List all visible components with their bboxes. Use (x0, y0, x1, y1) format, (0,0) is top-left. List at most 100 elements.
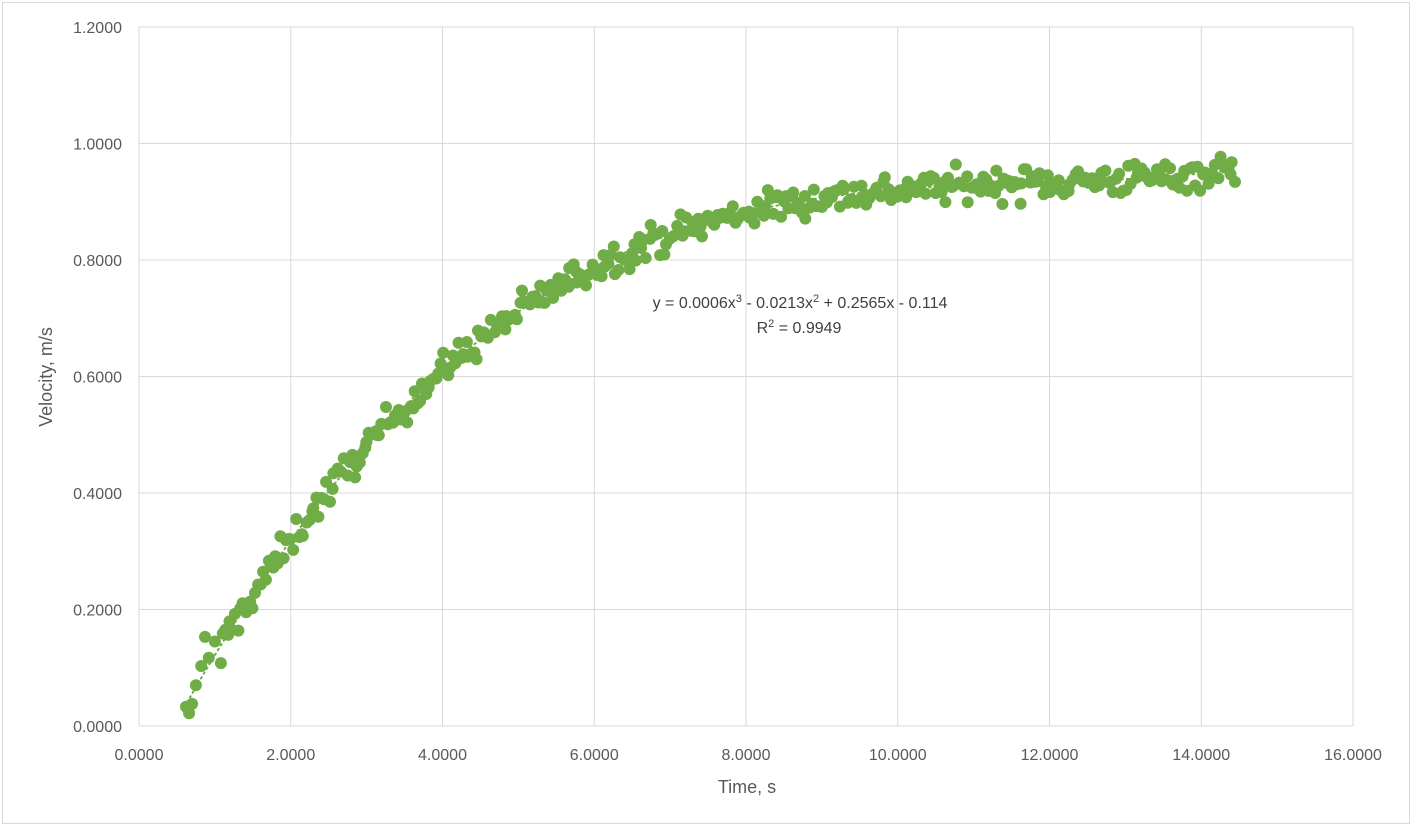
data-point (927, 171, 940, 184)
data-point (259, 573, 272, 586)
data-point (202, 651, 215, 664)
x-tick-label: 2.0000 (266, 747, 315, 764)
data-point (1113, 167, 1126, 180)
data-point (346, 448, 359, 461)
data-point (499, 323, 512, 336)
data-point (696, 230, 708, 243)
x-tick-label: 16.0000 (1324, 747, 1382, 764)
y-tick-label: 0.0000 (73, 719, 122, 736)
y-tick-label: 1.2000 (73, 20, 122, 37)
data-point (787, 186, 800, 199)
data-point (312, 510, 325, 523)
x-tick-label: 12.0000 (1021, 747, 1079, 764)
data-point (607, 240, 620, 253)
data-point (324, 495, 336, 508)
data-point (1164, 162, 1176, 175)
x-tick-label: 0.0000 (115, 747, 164, 764)
x-tick-label: 14.0000 (1172, 747, 1230, 764)
data-point (287, 543, 300, 556)
data-point (408, 385, 421, 398)
data-point (1052, 174, 1065, 187)
y-tick-label: 0.4000 (73, 486, 122, 503)
data-points (180, 150, 1241, 720)
data-point (372, 429, 385, 442)
data-point (460, 336, 473, 348)
data-point (874, 190, 887, 203)
data-point (623, 263, 636, 276)
data-point (726, 200, 739, 213)
data-point (775, 210, 788, 223)
data-point (658, 248, 671, 261)
data-point (1015, 177, 1028, 190)
data-point (990, 164, 1003, 177)
data-point (748, 217, 761, 230)
x-axis-ticks: 0.0000 2.0000 4.0000 6.0000 8.0000 10.0000 12.… (115, 747, 1382, 764)
data-point (437, 346, 450, 359)
data-point (939, 196, 952, 209)
y-tick-label: 0.2000 (73, 603, 122, 620)
trendline (183, 168, 1237, 709)
data-point (547, 291, 560, 304)
data-point (656, 225, 669, 237)
data-point (353, 456, 366, 469)
y-tick-label: 0.8000 (73, 253, 122, 270)
data-point (195, 660, 208, 672)
data-point (290, 513, 303, 525)
data-point (612, 264, 625, 276)
data-point (1099, 164, 1112, 177)
data-point (580, 279, 592, 292)
data-point (1194, 184, 1207, 197)
data-point (757, 209, 770, 222)
data-point (1014, 197, 1027, 210)
data-point (1225, 156, 1238, 169)
x-axis-title: Time, s (718, 777, 776, 797)
data-point (639, 252, 652, 264)
data-point (799, 212, 812, 225)
data-point (595, 270, 608, 283)
y-tick-label: 1.0000 (73, 137, 122, 154)
data-point (798, 190, 811, 202)
data-point (401, 416, 414, 429)
data-point (296, 530, 309, 542)
data-point (807, 183, 820, 196)
x-tick-label: 8.0000 (722, 747, 771, 764)
data-point (183, 707, 196, 720)
data-point (246, 602, 259, 615)
data-point (629, 254, 642, 267)
x-tick-label: 4.0000 (418, 747, 467, 764)
data-point (667, 230, 680, 242)
data-point (1229, 175, 1241, 188)
y-axis-ticks: 0.0000 0.2000 0.4000 0.6000 0.8000 1.0000 1.20… (73, 20, 122, 736)
data-point (919, 187, 932, 200)
data-point (949, 158, 962, 171)
data-point (878, 171, 891, 184)
trendline-equation: y = 0.0006x3 - 0.0213x2 + 0.2565x - 0.11… (653, 293, 948, 312)
y-tick-label: 0.6000 (73, 370, 122, 387)
data-point (232, 624, 245, 637)
x-tick-label: 6.0000 (570, 747, 619, 764)
data-point (186, 697, 199, 710)
data-point (214, 657, 227, 670)
data-point (1212, 172, 1225, 185)
data-point (996, 198, 1009, 210)
trendline-group (183, 168, 1237, 709)
data-point (277, 552, 290, 565)
data-point (349, 471, 362, 484)
data-point (199, 630, 211, 643)
r-squared-label: R2 = 0.9949 (757, 318, 842, 337)
data-point (510, 313, 523, 326)
data-point (189, 679, 202, 692)
data-point (470, 353, 483, 366)
data-point (516, 284, 528, 297)
x-tick-label: 10.0000 (869, 747, 927, 764)
gridlines (138, 26, 1354, 727)
y-axis-title: Velocity, m/s (36, 327, 56, 427)
data-point (961, 170, 974, 183)
data-point (961, 196, 974, 209)
data-point (380, 401, 392, 413)
data-point (208, 635, 221, 648)
data-point (837, 183, 850, 196)
data-point (935, 186, 948, 199)
